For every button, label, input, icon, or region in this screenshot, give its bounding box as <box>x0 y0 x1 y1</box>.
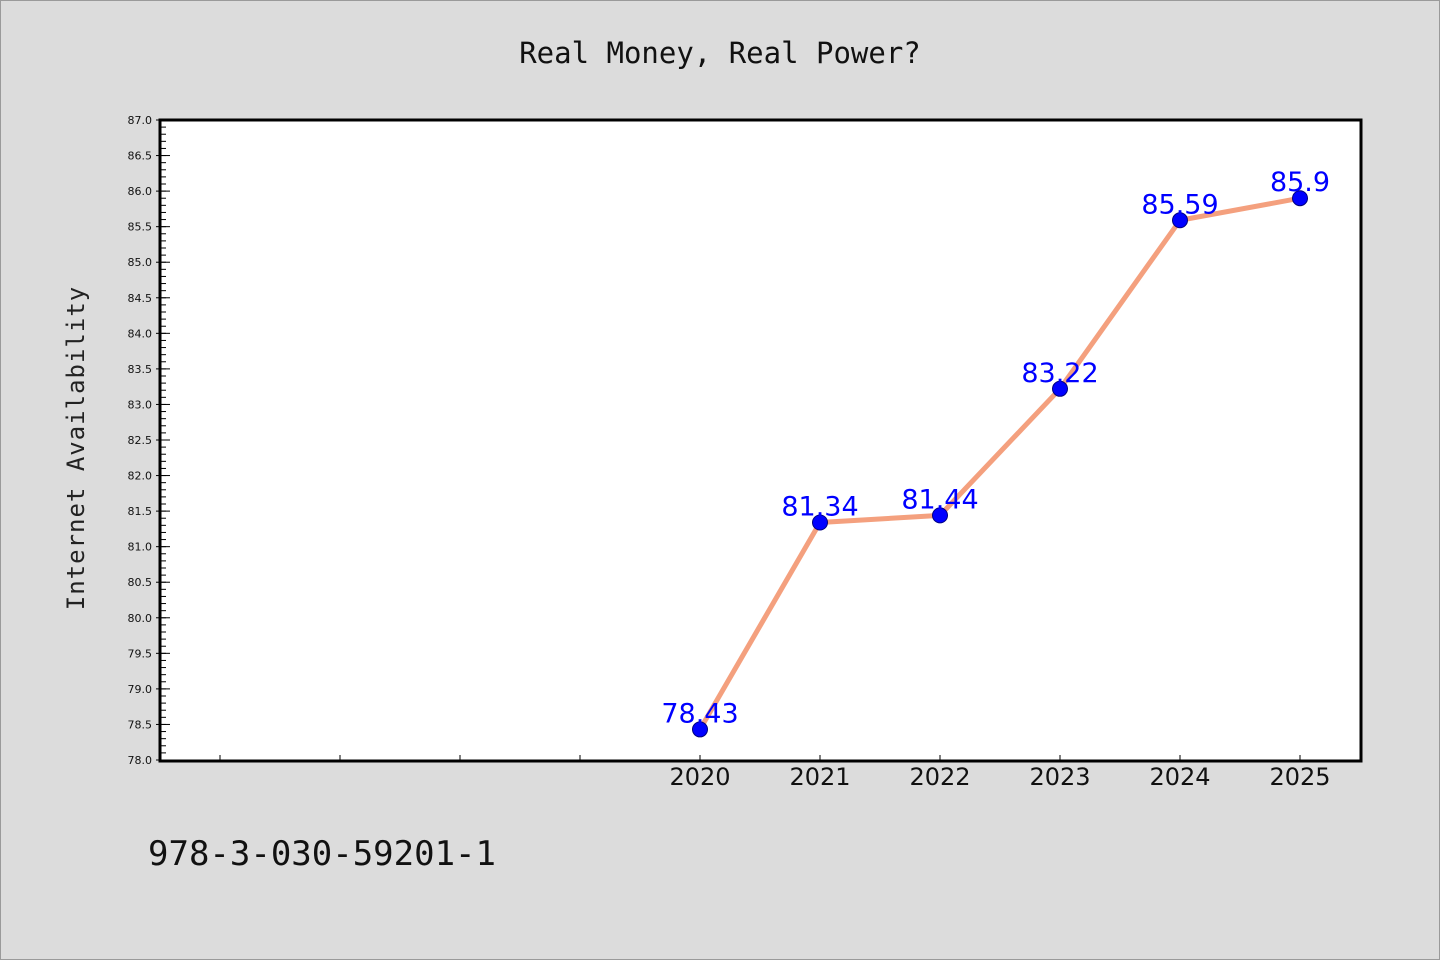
x-tick-label: 2022 <box>909 763 970 791</box>
data-label: 85.9 <box>1270 167 1330 198</box>
y-tick-label: 83.0 <box>128 398 153 411</box>
y-tick-label: 81.5 <box>128 505 153 518</box>
y-tick-label: 85.0 <box>128 256 153 269</box>
series-points <box>692 190 1308 738</box>
y-tick-label: 87.0 <box>128 114 153 127</box>
y-tick-label: 84.5 <box>128 292 153 305</box>
data-label: 78.43 <box>661 698 738 729</box>
y-tick-label: 86.0 <box>128 185 153 198</box>
y-tick-label: 79.5 <box>128 647 153 660</box>
chart-title: Real Money, Real Power? <box>519 36 921 70</box>
data-label: 85.59 <box>1141 189 1218 220</box>
data-point <box>692 721 708 738</box>
y-tick-label: 78.5 <box>128 718 153 731</box>
series-labels: 78.43 81.34 81.44 83.22 85.59 85.9 <box>661 167 1330 729</box>
y-axis-label: Internet Availability <box>62 286 90 610</box>
y-tick-label: 80.5 <box>128 576 153 589</box>
y-tick-label: 78.0 <box>128 754 153 767</box>
data-point <box>1292 190 1308 207</box>
series-line <box>697 195 1303 732</box>
y-tick-label: 82.0 <box>128 470 153 483</box>
y-tick-label: 86.5 <box>128 150 153 163</box>
y-tick-label: 81.0 <box>128 541 153 554</box>
y-axis-ticks: 78.0 78.5 79.0 79.5 80.0 80.5 81.0 81.5 82.0 82.5… <box>128 114 170 767</box>
x-tick-label: 2024 <box>1149 763 1210 791</box>
y-tick-label: 82.5 <box>128 434 153 447</box>
y-tick-label: 85.5 <box>128 221 153 234</box>
x-tick-label: 2023 <box>1029 763 1090 791</box>
data-label: 81.44 <box>901 484 978 515</box>
y-tick-label: 80.0 <box>128 612 153 625</box>
data-label: 81.34 <box>781 491 858 522</box>
x-tick-label: 2020 <box>669 763 730 791</box>
data-point <box>812 514 828 531</box>
y-tick-label: 84.0 <box>128 327 153 340</box>
data-point <box>932 507 948 524</box>
x-axis-ticks: 2020 2021 2022 2023 2024 2025 <box>219 755 1331 791</box>
x-tick-label: 2025 <box>1269 763 1330 791</box>
data-point <box>1172 212 1188 229</box>
x-tick-label: 2021 <box>789 763 850 791</box>
y-tick-label: 83.5 <box>128 363 153 376</box>
isbn-text: 978-3-030-59201-1 <box>148 834 496 874</box>
data-label: 83.22 <box>1021 358 1098 389</box>
data-point <box>1052 380 1068 397</box>
y-tick-label: 79.0 <box>128 683 153 696</box>
plot-area <box>158 118 1363 763</box>
